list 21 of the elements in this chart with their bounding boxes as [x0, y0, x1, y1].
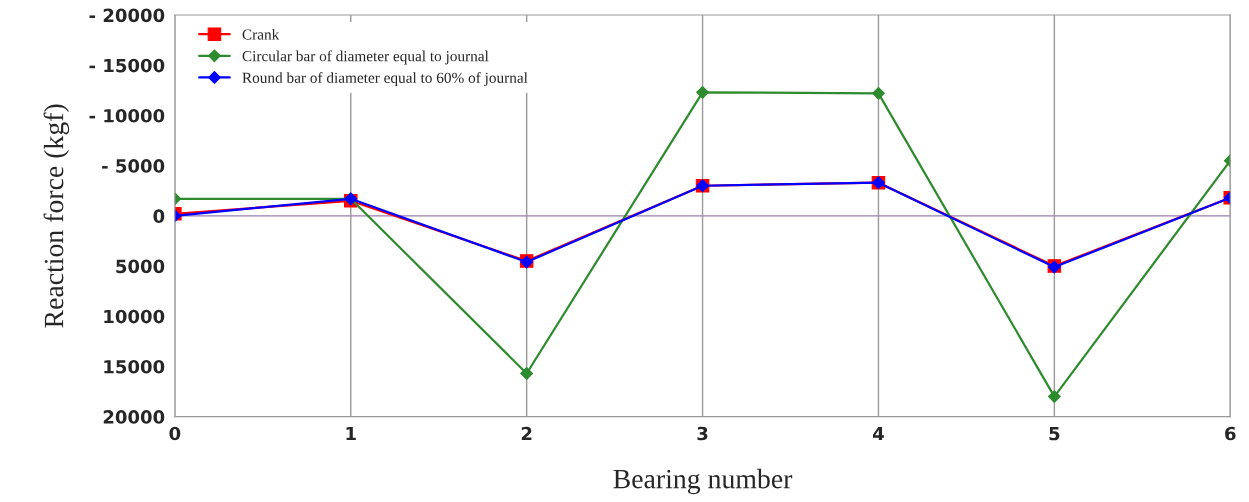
- y-tick-label: 5000: [116, 259, 165, 274]
- y-tick-label: - 10000: [89, 108, 165, 123]
- x-tick-label: 6: [1225, 426, 1236, 441]
- x-tick-label: 2: [521, 426, 532, 441]
- y-tick-label: 15000: [104, 359, 165, 374]
- y-tick-label: 0: [153, 209, 165, 223]
- legend-label: Crank: [242, 28, 280, 40]
- y-tick-label: 20000: [103, 410, 165, 424]
- y-tick-label: - 15000: [89, 58, 165, 73]
- legend-label: Circular bar of diameter equal to journal: [242, 50, 489, 65]
- x-tick-label: 5: [1049, 426, 1060, 441]
- y-tick-label: - 5000: [102, 159, 165, 173]
- x-tick-label: 1: [346, 426, 356, 441]
- legend-label: Round bar of diameter equal to 60% of journal: [242, 72, 528, 87]
- y-axis-title: Reaction force (kgf): [43, 104, 70, 328]
- x-tick-label: 4: [872, 426, 884, 441]
- y-tick-label: - 20000: [89, 8, 165, 23]
- y-tick-label: 10000: [104, 309, 165, 324]
- x-tick-label: 3: [697, 426, 708, 441]
- x-axis-title: Bearing number: [613, 468, 793, 495]
- x-tick-label: 0: [169, 426, 181, 441]
